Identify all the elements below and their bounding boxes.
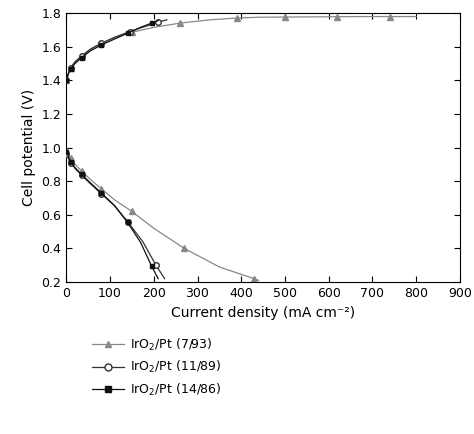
X-axis label: Current density (mA cm⁻²): Current density (mA cm⁻²) [171,306,355,319]
Y-axis label: Cell potential (V): Cell potential (V) [22,89,36,206]
Legend: IrO$_2$/Pt (7/93), IrO$_2$/Pt (11/89), IrO$_2$/Pt (14/86): IrO$_2$/Pt (7/93), IrO$_2$/Pt (11/89), I… [92,337,221,398]
